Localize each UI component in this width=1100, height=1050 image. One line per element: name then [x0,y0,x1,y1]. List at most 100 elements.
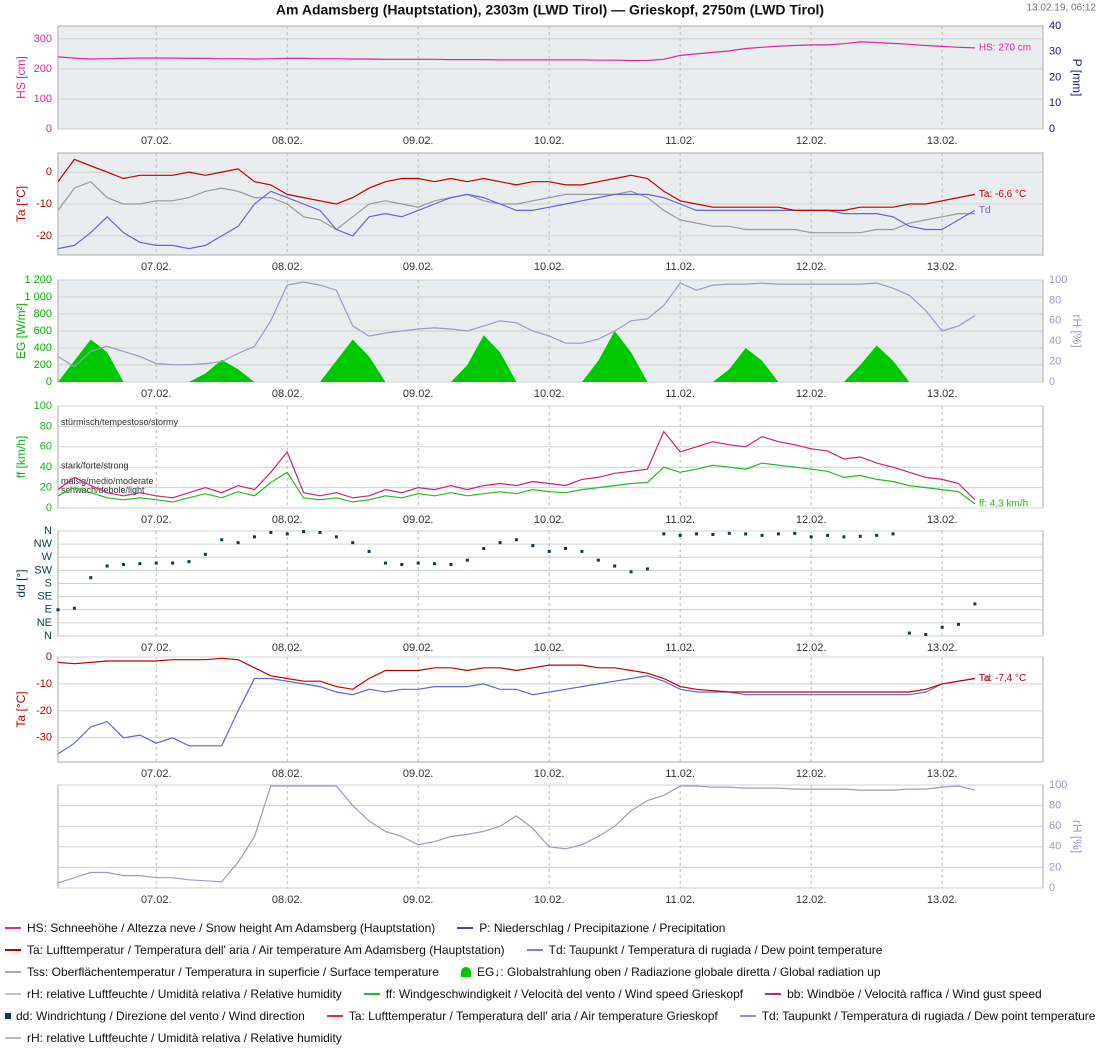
point [891,532,895,536]
y-tick-label: 60 [40,441,52,453]
x-tick-label: 07.02. [141,514,172,526]
threshold-label: stark/forte/strong [61,461,129,471]
x-tick-label: 12.02. [796,768,827,780]
end-label: Ta: -7,4 °C [979,673,1026,684]
y2-tick-label: 0 [1049,882,1055,894]
x-tick-label: 10.02. [534,894,565,905]
y2-tick-label: 40 [1049,841,1061,853]
point [416,561,420,565]
point [465,558,469,562]
x-tick-label: 11.02. [665,135,695,147]
x-tick-label: 13.02. [927,642,958,654]
line [57,657,975,693]
x-tick-label: 08.02. [272,514,303,526]
line [57,462,976,505]
y-tick-label: -20 [36,230,52,242]
legend-label: EG↓: Globalstrahlung oben / Radiazione g… [476,965,881,979]
legend-marker [326,1015,343,1017]
y2-tick-label: 20 [1049,356,1061,368]
legend-entry: Td: Taupunkt / Temperatura di rugiada / … [526,943,883,957]
point [302,530,306,534]
legend-entry: bb: Windböe / Velocità raffica / Wind gu… [765,987,1042,1001]
y-tick-label: N [44,525,52,537]
x-tick-label: 13.02. [927,768,958,780]
y2-axis-label: rH [%] [1070,820,1084,853]
y-tick-label: -30 [36,732,52,744]
point [760,533,764,537]
point [187,560,191,564]
x-tick-label: 12.02. [796,514,827,526]
x-tick-label: 10.02. [534,135,565,147]
y-tick-label: 40 [40,461,52,473]
x-tick-label: 10.02. [534,642,565,654]
y-tick-label: -20 [36,705,52,717]
point [744,532,748,536]
y-tick-label: 0 [46,166,52,178]
point [449,563,453,567]
x-tick-label: 13.02. [927,388,958,400]
line [57,675,975,755]
point [154,561,158,565]
point [826,533,830,537]
y-tick-label: W [42,551,53,563]
y-tick-label: NE [37,617,52,629]
point [89,576,93,580]
y-tick-label: SE [37,591,52,603]
legend-label: P: Niederschlag / Precipitazione / Preci… [479,921,726,935]
y-tick-label: 100 [34,400,52,412]
point [596,558,600,562]
point [645,567,649,571]
x-tick-label: 11.02. [665,894,695,905]
point [138,562,142,566]
point [351,541,355,545]
y-axis-label: ff [km/h] [14,436,28,478]
area [58,331,975,382]
point [72,606,76,610]
y-tick-label: S [45,577,52,589]
x-tick-label: 13.02. [927,261,958,273]
point [514,538,518,542]
point [613,564,617,568]
legend-label: Td: Taupunkt / Temperatura di rugiada / … [548,943,883,957]
line [57,281,976,368]
y2-tick-label: 10 [1049,97,1061,109]
point [433,562,437,566]
point [367,549,371,553]
legend-marker [526,949,543,951]
x-tick-label: 13.02. [927,894,958,905]
line [57,158,976,211]
legend-label: ff: Windgeschwindigkeit / Velocità del v… [385,987,744,1001]
x-tick-label: 07.02. [141,388,172,400]
legend-row: rH: relative Luftfeuchte / Umidità relat… [5,983,1100,1005]
x-tick-label: 10.02. [534,768,565,780]
chart-title: Am Adamsberg (Hauptstation), 2303m (LWD … [276,2,824,18]
y-tick-label: -10 [36,678,52,690]
y2-tick-label: 40 [1049,20,1061,32]
x-tick-label: 11.02. [665,642,695,654]
x-tick-label: 09.02. [403,514,434,526]
point [498,541,502,545]
x-tick-label: 07.02. [141,135,172,147]
x-tick-label: 13.02. [927,135,958,147]
y-tick-label: 0 [46,376,52,388]
point [171,561,175,565]
point [973,602,977,606]
point [383,561,387,565]
y-axis-label: HS [cm] [14,56,28,99]
legend-marker [5,1037,21,1039]
line [57,41,975,62]
x-tick-label: 12.02. [796,135,827,147]
point [907,631,911,635]
y2-tick-label: 100 [1049,274,1067,286]
x-tick-label: 08.02. [272,388,303,400]
x-tick-label: 07.02. [141,768,172,780]
point [678,533,682,537]
legend-marker [765,993,782,995]
x-tick-label: 12.02. [796,261,827,273]
x-tick-label: 12.02. [796,388,827,400]
legend-label: rH: relative Luftfeuchte / Umidità relat… [27,987,342,1001]
x-tick-label: 13.02. [927,514,958,526]
x-tick-label: 08.02. [272,768,303,780]
point [400,563,404,567]
